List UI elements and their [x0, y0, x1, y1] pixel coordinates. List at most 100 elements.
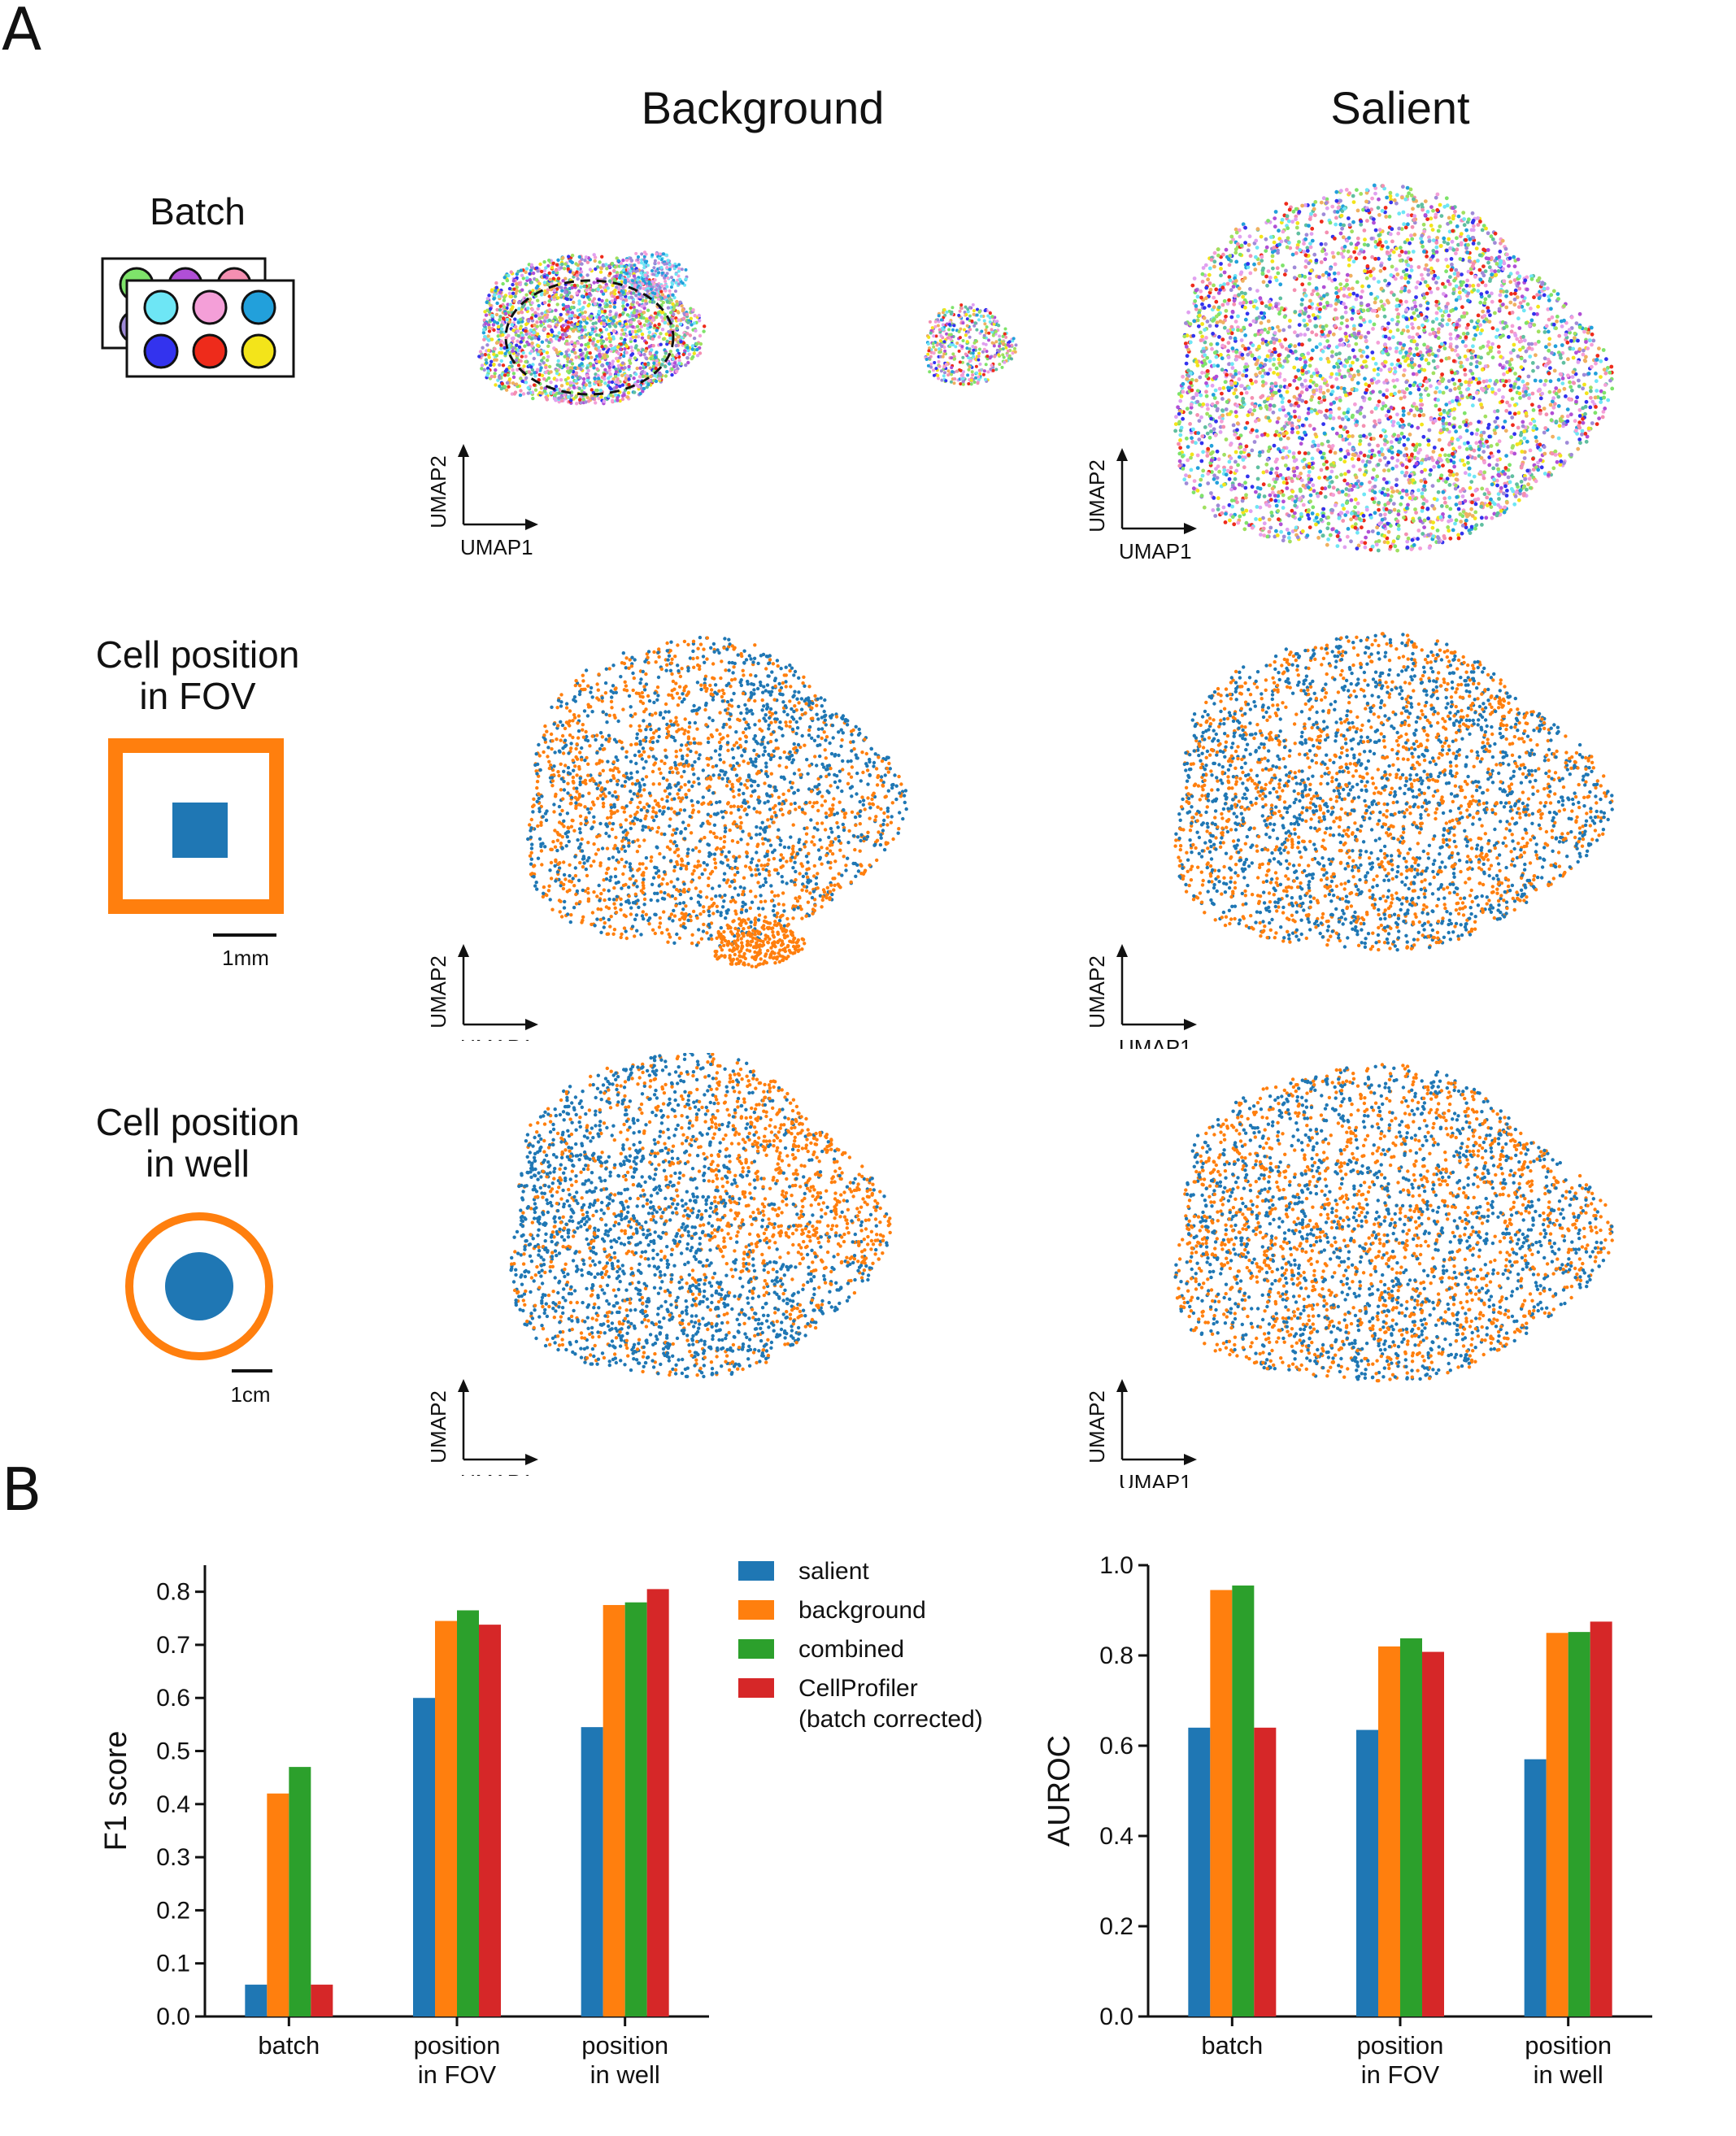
bar-combined — [457, 1610, 479, 2016]
x-tick-label: in FOV — [418, 2060, 497, 2089]
umap1-label: UMAP1 — [1119, 1470, 1192, 1488]
column-title-background: Background — [641, 82, 885, 133]
y-tick-label: 0.8 — [1099, 1642, 1133, 1669]
well-front — [192, 289, 228, 325]
fov-icon: 1mm — [108, 738, 284, 970]
y-tick-label: 0.6 — [156, 1685, 190, 1712]
bar-cellprofiler — [646, 1589, 669, 2016]
umap1-arrowhead — [525, 1454, 538, 1465]
x-tick-label: batch — [1201, 2031, 1263, 2060]
legend-label: background — [798, 1597, 926, 1624]
x-tick-label: position — [1357, 2031, 1444, 2060]
bar-background — [1378, 1646, 1400, 2016]
legend-label: salient — [798, 1558, 869, 1585]
column-title-salient: Salient — [1330, 82, 1470, 133]
umap-points — [1173, 183, 1615, 553]
dashed-region-outline — [504, 279, 675, 396]
umap1-label: UMAP1 — [460, 1470, 533, 1476]
umap1-arrowhead — [525, 519, 538, 530]
y-tick-label: 0.4 — [1099, 1823, 1133, 1850]
y-tick-label: 0.2 — [156, 1897, 190, 1924]
legend-label: CellProfiler — [798, 1675, 918, 1702]
legend-swatch — [738, 1678, 774, 1698]
umap-background-batch: UMAP1 UMAP2 — [426, 250, 1018, 559]
bar-combined — [1568, 1632, 1590, 2016]
umap2-arrowhead — [458, 444, 469, 457]
bar-combined — [1400, 1638, 1422, 2016]
row-title-line: Batch — [150, 190, 246, 233]
bar-cellprofiler — [479, 1625, 501, 2016]
y-axis-label: AUROC — [1042, 1735, 1077, 1847]
umap1-arrowhead — [1184, 1019, 1197, 1030]
umap-points — [509, 1053, 892, 1379]
bar-cellprofiler — [311, 1984, 333, 2016]
scale-label-well: 1cm — [230, 1382, 270, 1407]
panel-letter-a: A — [2, 0, 42, 63]
umap1-label: UMAP1 — [1119, 1035, 1192, 1049]
umap-points — [1173, 632, 1614, 952]
bar-salient — [581, 1727, 603, 2016]
legend-swatch — [738, 1561, 774, 1581]
bar-salient — [245, 1984, 268, 2016]
x-tick-label: position — [581, 2031, 668, 2060]
x-tick-label: position — [414, 2031, 501, 2060]
legend-label: combined — [798, 1636, 904, 1663]
y-axis-label: F1 score — [99, 1731, 133, 1851]
well-front — [241, 289, 276, 325]
well-plate-icon — [101, 257, 295, 378]
bar-salient — [1524, 1759, 1547, 2016]
umap2-label: UMAP2 — [426, 455, 450, 529]
umap1-arrowhead — [1184, 523, 1197, 534]
bar-background — [1546, 1633, 1568, 2016]
umap2-label: UMAP2 — [426, 1390, 450, 1464]
bar-salient — [1356, 1729, 1378, 2016]
f1-bar-chart: 0.0 0.1 0.2 0.3 0.4 0.5 0.6 0.7 0.8 F1 score batch… — [99, 1565, 709, 2089]
umap1-label: UMAP1 — [1119, 539, 1192, 563]
row-title-line: in well — [146, 1142, 250, 1185]
y-tick-label: 0.6 — [1099, 1733, 1133, 1760]
row-title-line: in FOV — [139, 674, 256, 717]
umap2-arrowhead — [458, 944, 469, 957]
x-tick-label: position — [1525, 2031, 1612, 2060]
legend-swatch — [738, 1639, 774, 1659]
panel-letter-b: B — [2, 1455, 42, 1524]
y-tick-label: 0.2 — [1099, 1913, 1133, 1940]
x-tick-label: in FOV — [1361, 2060, 1440, 2089]
bar-background — [435, 1620, 457, 2016]
scale-label-fov: 1mm — [222, 946, 269, 970]
bar-combined — [289, 1767, 311, 2016]
row-title-fov: Cell position in FOV — [63, 634, 332, 716]
umap-points — [526, 635, 908, 969]
bar-cellprofiler — [1422, 1651, 1444, 2016]
y-tick-label: 0.1 — [156, 1951, 190, 1977]
bar-cellprofiler — [1590, 1621, 1612, 2016]
umap2-arrowhead — [1116, 448, 1128, 461]
umap-points — [1173, 1063, 1614, 1383]
y-tick-label: 0.0 — [156, 2003, 190, 2030]
well-center — [165, 1252, 233, 1320]
umap2-arrowhead — [1116, 944, 1128, 957]
y-tick-label: 0.3 — [156, 1844, 190, 1871]
bar-combined — [624, 1602, 647, 2016]
umap-background-fov: UMAP1 UMAP2 — [426, 635, 908, 1041]
y-tick-label: 0.4 — [156, 1791, 190, 1818]
umap1-arrowhead — [1184, 1454, 1197, 1465]
umap-salient-fov: UMAP1 UMAP2 — [1085, 632, 1614, 1049]
axes: 0.0 0.1 0.2 0.3 0.4 0.5 0.6 0.7 0.8 F1 score — [99, 1565, 709, 2030]
y-tick-label: 0.5 — [156, 1738, 190, 1765]
row-title-batch: Batch — [63, 191, 332, 233]
umap1-arrowhead — [525, 1019, 538, 1030]
row-title-line: Cell position — [95, 1101, 300, 1143]
umap2-arrowhead — [1116, 1379, 1128, 1392]
well-front — [143, 333, 179, 369]
bar-combined — [1232, 1585, 1255, 2016]
umap-salient-batch: UMAP1 UMAP2 — [1085, 183, 1615, 563]
bar-cellprofiler — [1254, 1727, 1277, 2016]
bar-salient — [413, 1698, 435, 2016]
row-title-well: Cell position in well — [63, 1102, 332, 1184]
x-tick-label: in well — [590, 2060, 660, 2089]
x-tick-label: in well — [1534, 2060, 1603, 2089]
well-front — [241, 333, 276, 369]
umap2-label: UMAP2 — [1085, 955, 1109, 1029]
bar-background — [603, 1604, 625, 2016]
